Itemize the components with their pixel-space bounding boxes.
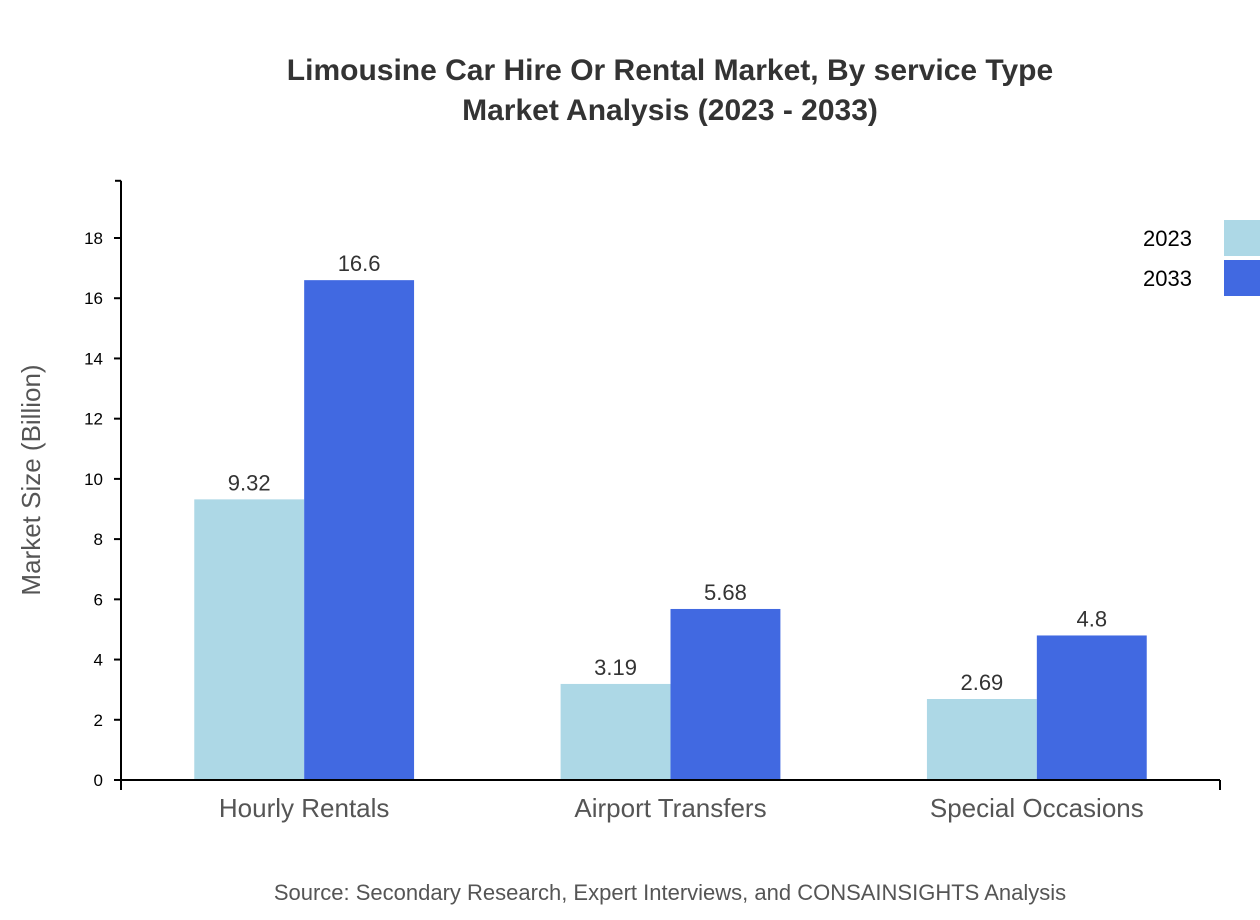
y-tick-label: 16 [84,289,103,308]
bars: 9.32 16.6 3.19 5.68 2.69 4.8 [194,251,1147,780]
legend-swatch-2033 [1224,260,1260,296]
axes: Hourly Rentals Airport Transfers Special O… [84,179,1221,823]
y-tick-label: 4 [94,651,103,670]
y-tick-label: 18 [84,229,103,248]
y-tick-label: 12 [84,410,103,429]
data-label: 9.32 [228,470,271,495]
bar-2033-1 [670,608,781,780]
y-tick-label: 14 [84,349,103,368]
y-tick-label: 6 [94,590,103,609]
bar-2023-1 [560,683,671,780]
data-label: 16.6 [338,251,381,276]
x-tick-label: Airport Transfers [574,793,766,823]
bar-2033-0 [304,280,415,780]
bar-2023-0 [194,499,305,780]
legend-label-2023: 2023 [1143,226,1192,251]
legend-swatch-2023 [1224,220,1260,256]
legend: 2023 2033 [1143,220,1260,296]
data-label: 2.69 [960,670,1003,695]
chart-subtitle: Market Analysis (2023 - 2033) [462,94,878,127]
bar-2033-2 [1036,635,1147,780]
y-axis-label: Market Size (Billion) [16,364,46,595]
y-tick-label: 8 [94,530,103,549]
x-tick-label: Special Occasions [930,793,1144,823]
chart-title: Limousine Car Hire Or Rental Market, By … [287,54,1053,87]
source-note: Source: Secondary Research, Expert Inter… [274,880,1066,905]
data-label: 5.68 [704,580,747,605]
bar-2023-2 [926,699,1037,780]
y-tick-label: 2 [94,711,103,730]
x-tick-label: Hourly Rentals [219,793,390,823]
y-tick-label: 0 [94,771,103,790]
y-tick-label: 10 [84,470,103,489]
data-label: 3.19 [594,655,637,680]
legend-label-2033: 2033 [1143,266,1192,291]
data-label: 4.8 [1076,606,1107,631]
